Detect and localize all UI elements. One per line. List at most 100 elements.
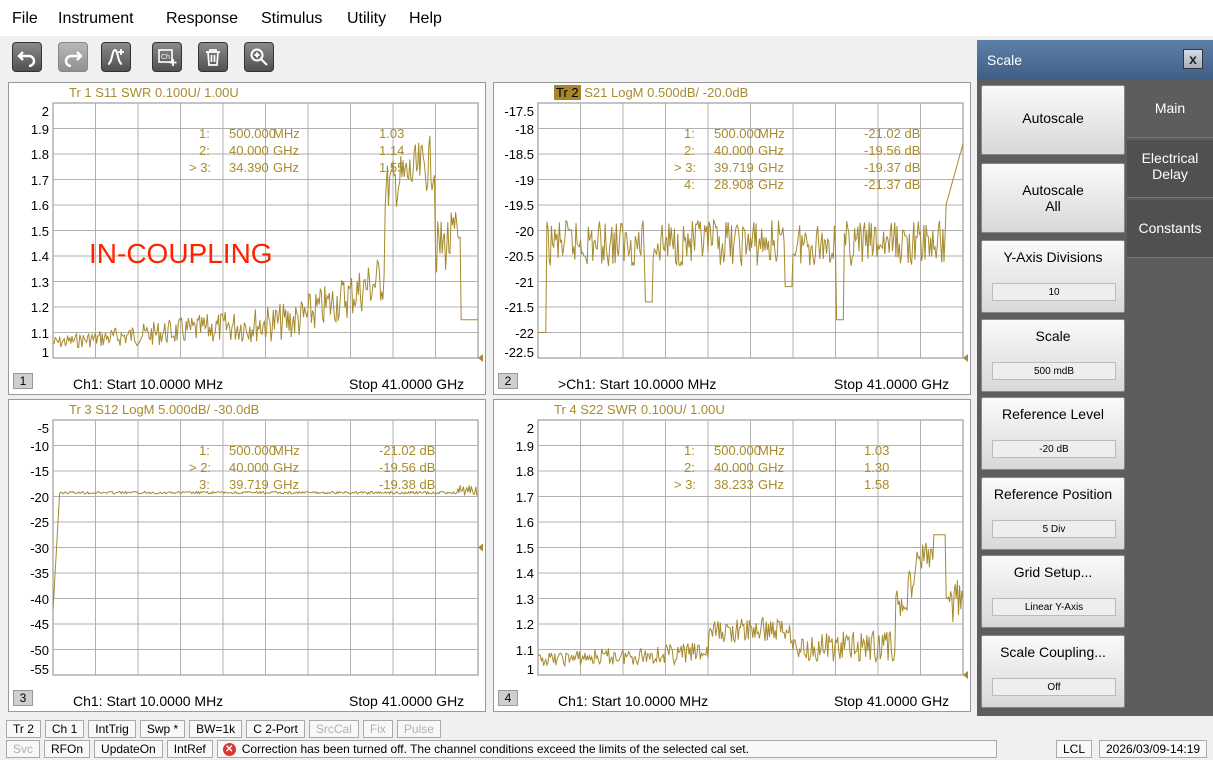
undo-button[interactable]	[12, 42, 42, 72]
softkey-reference-level[interactable]: Reference Level -20 dB	[981, 397, 1125, 470]
y-tick-label: 1	[526, 662, 534, 677]
trace-plot-3[interactable]	[9, 400, 487, 713]
softkey-value: 10	[992, 283, 1116, 301]
trace-title[interactable]: Tr 2 S21 LogM 0.500dB/ -20.0dB	[554, 85, 749, 100]
trace-plot-4[interactable]	[494, 400, 972, 713]
start-frequency[interactable]: >Ch1: Start 10.0000 MHz	[558, 376, 717, 392]
softkey-grid-setup[interactable]: Grid Setup... Linear Y-Axis	[981, 555, 1125, 628]
y-tick-label: -21.5	[504, 300, 534, 315]
y-tick-label: -18	[515, 121, 534, 137]
tab-constants[interactable]: Constants	[1127, 200, 1213, 258]
zoom-icon	[250, 48, 268, 66]
status-fix[interactable]: Fix	[362, 720, 393, 738]
menu-utility[interactable]: Utility	[347, 10, 387, 27]
stop-frequency[interactable]: Stop 41.0000 GHz	[834, 376, 950, 392]
trace-title[interactable]: Tr 3 S12 LogM 5.000dB/ -30.0dB	[69, 402, 260, 417]
y-tick-label: -45	[30, 617, 49, 632]
softkey-value: Linear Y-Axis	[992, 598, 1116, 616]
softkey-autoscale-all[interactable]: Autoscale All	[981, 163, 1125, 233]
active-trace-label[interactable]: Tr 2	[554, 85, 581, 100]
y-tick-label: 1	[41, 345, 49, 360]
stop-frequency[interactable]: Stop 41.0000 GHz	[834, 693, 950, 709]
softkey-scale[interactable]: Scale 500 mdB	[981, 319, 1125, 392]
trace-title-text: S21 LogM 0.500dB/ -20.0dB	[580, 85, 749, 100]
trace-line	[52, 135, 478, 349]
softkey-y-axis-divisions[interactable]: Y-Axis Divisions 10	[981, 240, 1125, 313]
channel-add-button[interactable]: Ch	[152, 42, 182, 72]
marker-value: 1.58	[864, 477, 890, 492]
marker-unit: GHz	[758, 160, 784, 175]
start-frequency[interactable]: Ch1: Start 10.0000 MHz	[73, 376, 224, 392]
status-inttrig[interactable]: IntTrig	[88, 720, 136, 738]
y-tick-label: -20	[30, 489, 49, 505]
redo-button[interactable]	[58, 42, 88, 72]
trace-window-3[interactable]: Tr 3 S12 LogM 5.000dB/ -30.0dB -5 -10 -15 -2…	[8, 399, 486, 712]
y-tick-label: 1.2	[30, 300, 49, 315]
y-tick-label: -40	[30, 591, 49, 607]
y-tick-label: -20	[515, 223, 534, 239]
softkey-label: Grid Setup...	[1013, 564, 1093, 580]
softkey-scale-coupling[interactable]: Scale Coupling... Off	[981, 635, 1125, 708]
status-swp[interactable]: Swp *	[139, 720, 186, 738]
status-pulse[interactable]: Pulse	[396, 720, 441, 738]
status-c-2-port[interactable]: C 2-Port	[246, 720, 305, 738]
y-tick-label: -55	[30, 662, 49, 677]
marker-value: 1.03	[379, 126, 405, 141]
close-icon[interactable]: x	[1183, 49, 1203, 69]
stop-frequency[interactable]: Stop 41.0000 GHz	[349, 376, 465, 392]
softkey-reference-position[interactable]: Reference Position 5 Div	[981, 477, 1125, 550]
menu-file[interactable]: File	[12, 10, 38, 27]
stop-frequency[interactable]: Stop 41.0000 GHz	[349, 693, 465, 709]
menu-instrument[interactable]: Instrument	[58, 10, 134, 27]
marker-value: 1.14	[379, 143, 405, 158]
marker-value: -19.56 dB	[864, 143, 921, 158]
menu-stimulus[interactable]: Stimulus	[261, 10, 323, 27]
start-frequency[interactable]: Ch1: Start 10.0000 MHz	[73, 693, 224, 709]
y-tick-label: 1.6	[515, 515, 534, 530]
trace-plot-2[interactable]	[494, 83, 972, 396]
trace-title[interactable]: Tr 1 S11 SWR 0.100U/ 1.00U	[69, 85, 239, 100]
trace-window-1[interactable]: Tr 1 S11 SWR 0.100U/ 1.00U 2 1.9 1.8 1.7 1.6 1…	[8, 82, 486, 395]
window-number-badge[interactable]: 4	[498, 690, 518, 706]
menu-response[interactable]: Response	[166, 10, 239, 27]
start-frequency[interactable]: Ch1: Start 10.0000 MHz	[558, 693, 709, 709]
y-tick-label: -22.5	[504, 345, 534, 360]
softkey-label: Autoscale	[1022, 110, 1084, 126]
window-number-badge[interactable]: 2	[498, 373, 518, 389]
trace-window-2[interactable]: Tr 2 S21 LogM 0.500dB/ -20.0dB -17.5 -18 -1…	[493, 82, 971, 395]
svg-text:Ch: Ch	[161, 54, 170, 61]
softkey-autoscale[interactable]: Autoscale	[981, 85, 1125, 155]
status-tr-2[interactable]: Tr 2	[6, 720, 41, 738]
marker-number: 2:	[684, 460, 695, 475]
marker-add-button[interactable]	[101, 42, 131, 72]
menu-help[interactable]: Help	[409, 10, 442, 27]
status-rfon[interactable]: RFOn	[44, 740, 91, 758]
window-number-badge[interactable]: 1	[13, 373, 33, 389]
status-updateon[interactable]: UpdateOn	[94, 740, 163, 758]
status-intref[interactable]: IntRef	[166, 740, 213, 758]
trace-plot-1[interactable]	[9, 83, 487, 396]
marker-frequency: 40.000	[229, 460, 269, 475]
trace-window-4[interactable]: Tr 4 S22 SWR 0.100U/ 1.00U 2 1.9 1.8 1.7 1.6 1…	[493, 399, 971, 712]
lcl-indicator[interactable]: LCL	[1056, 740, 1093, 758]
status-srccal[interactable]: SrcCal	[308, 720, 359, 738]
tab-main[interactable]: Main	[1127, 80, 1213, 138]
trace-title[interactable]: Tr 4 S22 SWR 0.100U/ 1.00U	[554, 402, 725, 417]
tab-electrical-delay[interactable]: Electrical Delay	[1127, 140, 1213, 198]
softkey-label: Reference Position	[993, 486, 1113, 502]
y-tick-label: 1.6	[30, 198, 49, 213]
window-number-badge[interactable]: 3	[13, 690, 33, 706]
status-bw-1k[interactable]: BW=1k	[189, 720, 243, 738]
marker-frequency: 40.000	[229, 143, 269, 158]
y-tick-label: 1.3	[515, 591, 534, 607]
y-tick-label: -50	[30, 642, 49, 658]
marker-frequency: 500.000	[714, 443, 761, 458]
marker-frequency: 34.390	[229, 160, 269, 175]
zoom-button[interactable]	[244, 42, 274, 72]
y-tick-label: 1.4	[515, 566, 534, 581]
delete-button[interactable]	[198, 42, 228, 72]
y-tick-label: -10	[30, 438, 49, 454]
status-svc[interactable]: Svc	[6, 740, 41, 758]
marker-frequency: 28.908	[714, 177, 754, 192]
status-ch-1[interactable]: Ch 1	[44, 720, 85, 738]
